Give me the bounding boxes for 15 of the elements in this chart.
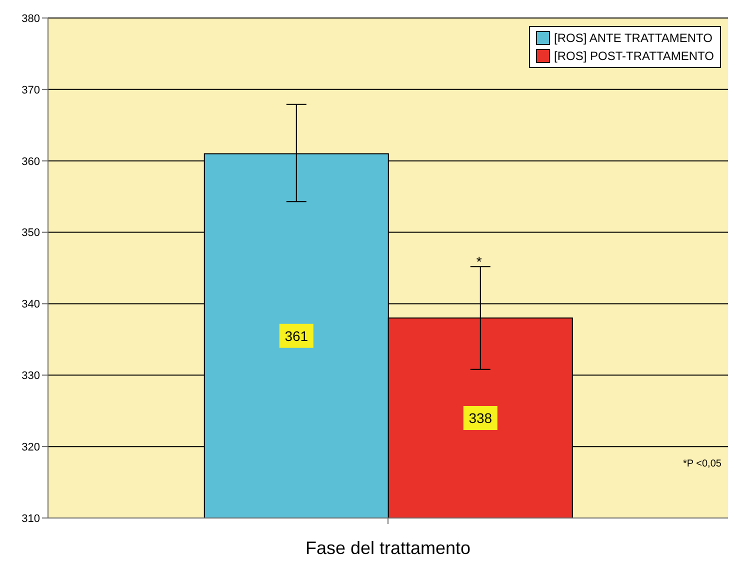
annotation: * [476, 254, 482, 270]
data-label: 361 [284, 328, 308, 344]
y-tick-label: 330 [22, 370, 40, 382]
x-axis-title: Fase del trattamento [305, 538, 471, 558]
y-tick-label: 310 [22, 512, 40, 525]
annotation: *P <0,05 [683, 458, 722, 470]
y-tick-label: 350 [22, 227, 40, 240]
y-tick-label: 360 [22, 156, 40, 168]
y-tick-label: 370 [22, 84, 40, 96]
legend-label: [ROS] POST-TRATTAMENTO [554, 48, 714, 65]
y-tick-label: 380 [22, 12, 40, 25]
data-label: 338 [468, 410, 492, 426]
y-tick-label: 340 [22, 298, 40, 311]
y-tick-label: 320 [22, 441, 40, 454]
legend-label: [ROS] ANTE TRATTAMENTO [554, 30, 712, 47]
